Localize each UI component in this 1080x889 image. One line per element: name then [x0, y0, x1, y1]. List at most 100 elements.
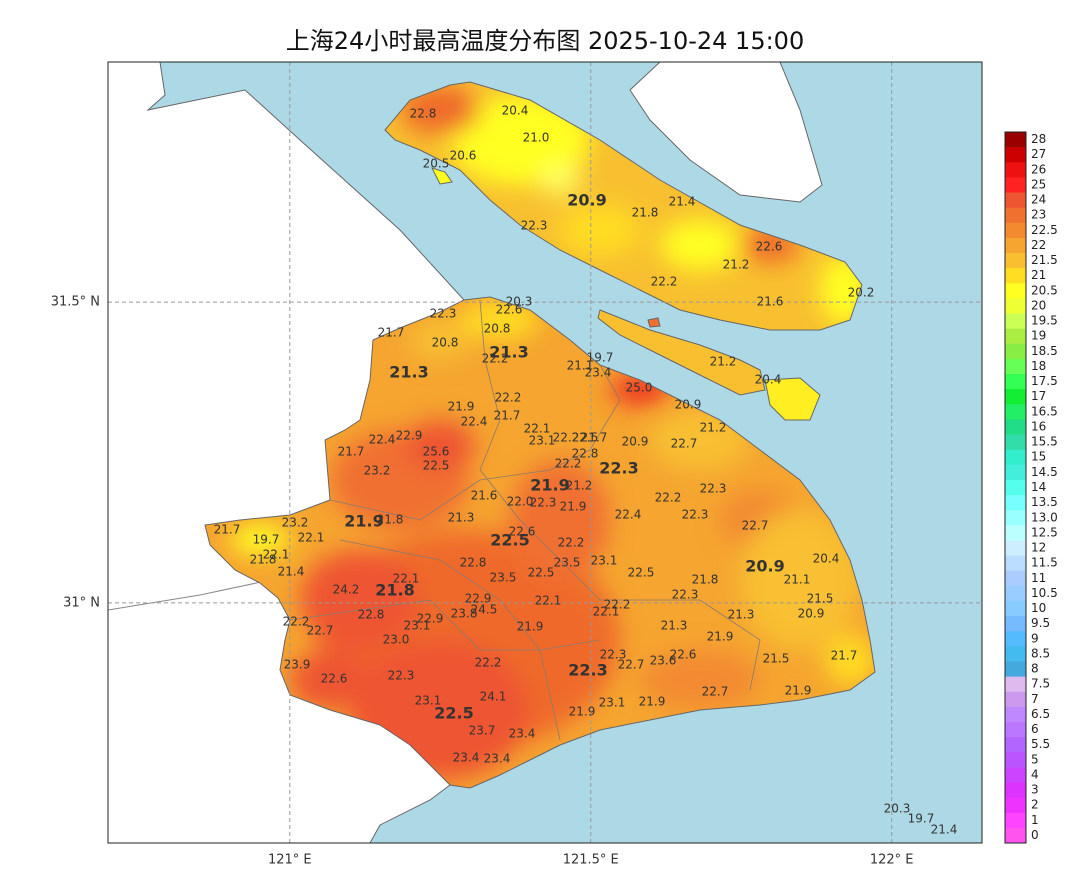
- colorbar-segment: [1005, 313, 1026, 330]
- colorbar-segment: [1005, 147, 1026, 163]
- map-title: 上海24小时最高温度分布图 2025-10-24 15:00: [286, 27, 804, 55]
- colorbar-segment: [1005, 525, 1026, 541]
- station-value: 22.2: [558, 536, 585, 550]
- station-value: 21.3: [448, 511, 475, 525]
- station-value: 21.7: [378, 326, 405, 340]
- colorbar: 28272625242322.52221.52120.52019.51918.5…: [1004, 131, 1058, 844]
- colorbar-segment: [1005, 192, 1026, 209]
- colorbar-segment: [1005, 495, 1026, 511]
- station-value: 21.2: [710, 355, 737, 369]
- station-value: 19.7: [587, 351, 614, 365]
- station-value: 20.2: [848, 286, 875, 300]
- station-value: 22.6: [321, 672, 348, 686]
- station-value: 20.4: [755, 373, 782, 387]
- station-value: 21.1: [567, 359, 594, 373]
- station-value: 20.4: [813, 552, 840, 566]
- colorbar-label: 14.5: [1031, 465, 1058, 479]
- station-value: 21.0: [523, 131, 550, 145]
- colorbar-segment: [1005, 737, 1026, 753]
- colorbar-label: 21.5: [1031, 253, 1058, 267]
- colorbar-segment: [1005, 358, 1026, 375]
- colorbar-segment: [1005, 691, 1026, 708]
- colorbar-label: 28: [1031, 132, 1046, 146]
- station-value: 20.9: [675, 398, 702, 412]
- station-value: 21.7: [581, 431, 608, 445]
- station-value: 22.2: [283, 615, 310, 629]
- station-value: 22.1: [535, 594, 562, 608]
- colorbar-segment: [1005, 631, 1026, 647]
- colorbar-segment: [1005, 661, 1026, 678]
- station-value: 21.2: [700, 421, 727, 435]
- x-tick-label: 121.5° E: [563, 853, 619, 868]
- colorbar-label: 7.5: [1031, 677, 1050, 691]
- station-value: 22.2: [604, 598, 631, 612]
- colorbar-label: 5: [1031, 752, 1039, 766]
- colorbar-label: 4: [1031, 767, 1039, 781]
- station-value: 22.5: [490, 531, 529, 550]
- station-value: 22.3: [568, 661, 607, 680]
- station-value: 20.8: [432, 336, 459, 350]
- land-north: [629, 62, 823, 203]
- station-value: 22.7: [307, 624, 334, 638]
- station-value: 22.5: [423, 459, 450, 473]
- colorbar-label: 6: [1031, 722, 1039, 736]
- station-value: 23.1: [599, 696, 626, 710]
- islet: [431, 167, 453, 185]
- border: [108, 577, 281, 611]
- station-value: 22.7: [671, 437, 698, 451]
- station-value: 23.8: [451, 607, 478, 621]
- station-value: 24.5: [471, 603, 498, 617]
- station-value: 22.2: [495, 391, 522, 405]
- colorbar-label: 14: [1031, 480, 1046, 494]
- station-value: 20.9: [622, 435, 649, 449]
- station-value: 22.7: [742, 519, 769, 533]
- station-value: 23.2: [364, 464, 391, 478]
- colorbar-label: 25: [1031, 177, 1046, 191]
- colorbar-label: 13.5: [1031, 495, 1058, 509]
- station-value: 23.5: [554, 556, 581, 570]
- grid: [108, 62, 982, 843]
- station-value: 21.9: [560, 500, 587, 514]
- colorbar-segment: [1005, 268, 1026, 284]
- colorbar-segment: [1005, 162, 1026, 178]
- colorbar-segment: [1005, 616, 1026, 632]
- station-value: 23.4: [453, 751, 480, 765]
- station-value: 22.9: [465, 592, 492, 606]
- station-value: 23.1: [404, 619, 431, 633]
- station-value: 24.1: [480, 690, 507, 704]
- station-value: 22.4: [615, 508, 642, 522]
- station-value: 20.9: [567, 191, 606, 210]
- station-value: 21.9: [448, 400, 475, 414]
- station-value: 22.2: [651, 275, 678, 289]
- x-tick-label: 121° E: [268, 853, 312, 868]
- colorbar-label: 15.5: [1031, 435, 1058, 449]
- station-value: 22.3: [521, 219, 548, 233]
- station-value: 20.3: [884, 802, 911, 816]
- colorbar-segment: [1005, 706, 1026, 723]
- station-value: 21.6: [757, 295, 784, 309]
- colorbar-segment: [1005, 585, 1026, 602]
- y-tick-label: 31.5° N: [51, 295, 100, 310]
- colorbar-label: 23: [1031, 208, 1046, 222]
- station-value: 21.9: [707, 630, 734, 644]
- station-value: 20.9: [745, 557, 784, 576]
- colorbar-label: 16.5: [1031, 404, 1058, 418]
- station-value: 24.2: [333, 583, 360, 597]
- station-value: 21.9: [344, 512, 383, 531]
- station-value: 22.5: [528, 566, 555, 580]
- colorbar-label: 9.5: [1031, 616, 1050, 630]
- station-value: 23.4: [484, 752, 511, 766]
- station-value: 21.8: [377, 513, 404, 527]
- colorbar-label: 20: [1031, 298, 1046, 312]
- colorbar-segment: [1005, 540, 1026, 557]
- station-value: 22.7: [702, 685, 729, 699]
- colorbar-label: 20.5: [1031, 283, 1058, 297]
- station-value: 21.2: [723, 258, 750, 272]
- station-value: 22.3: [599, 459, 638, 478]
- map-frame: [107, 61, 983, 844]
- colorbar-segment: [1005, 419, 1026, 436]
- stations: 22.8 20.421.020.620.520.921.821.422.322.6…: [214, 104, 958, 837]
- station-value: 22.2: [475, 656, 502, 670]
- station-value: 22.3: [672, 588, 699, 602]
- station-value: 21.2: [566, 479, 593, 493]
